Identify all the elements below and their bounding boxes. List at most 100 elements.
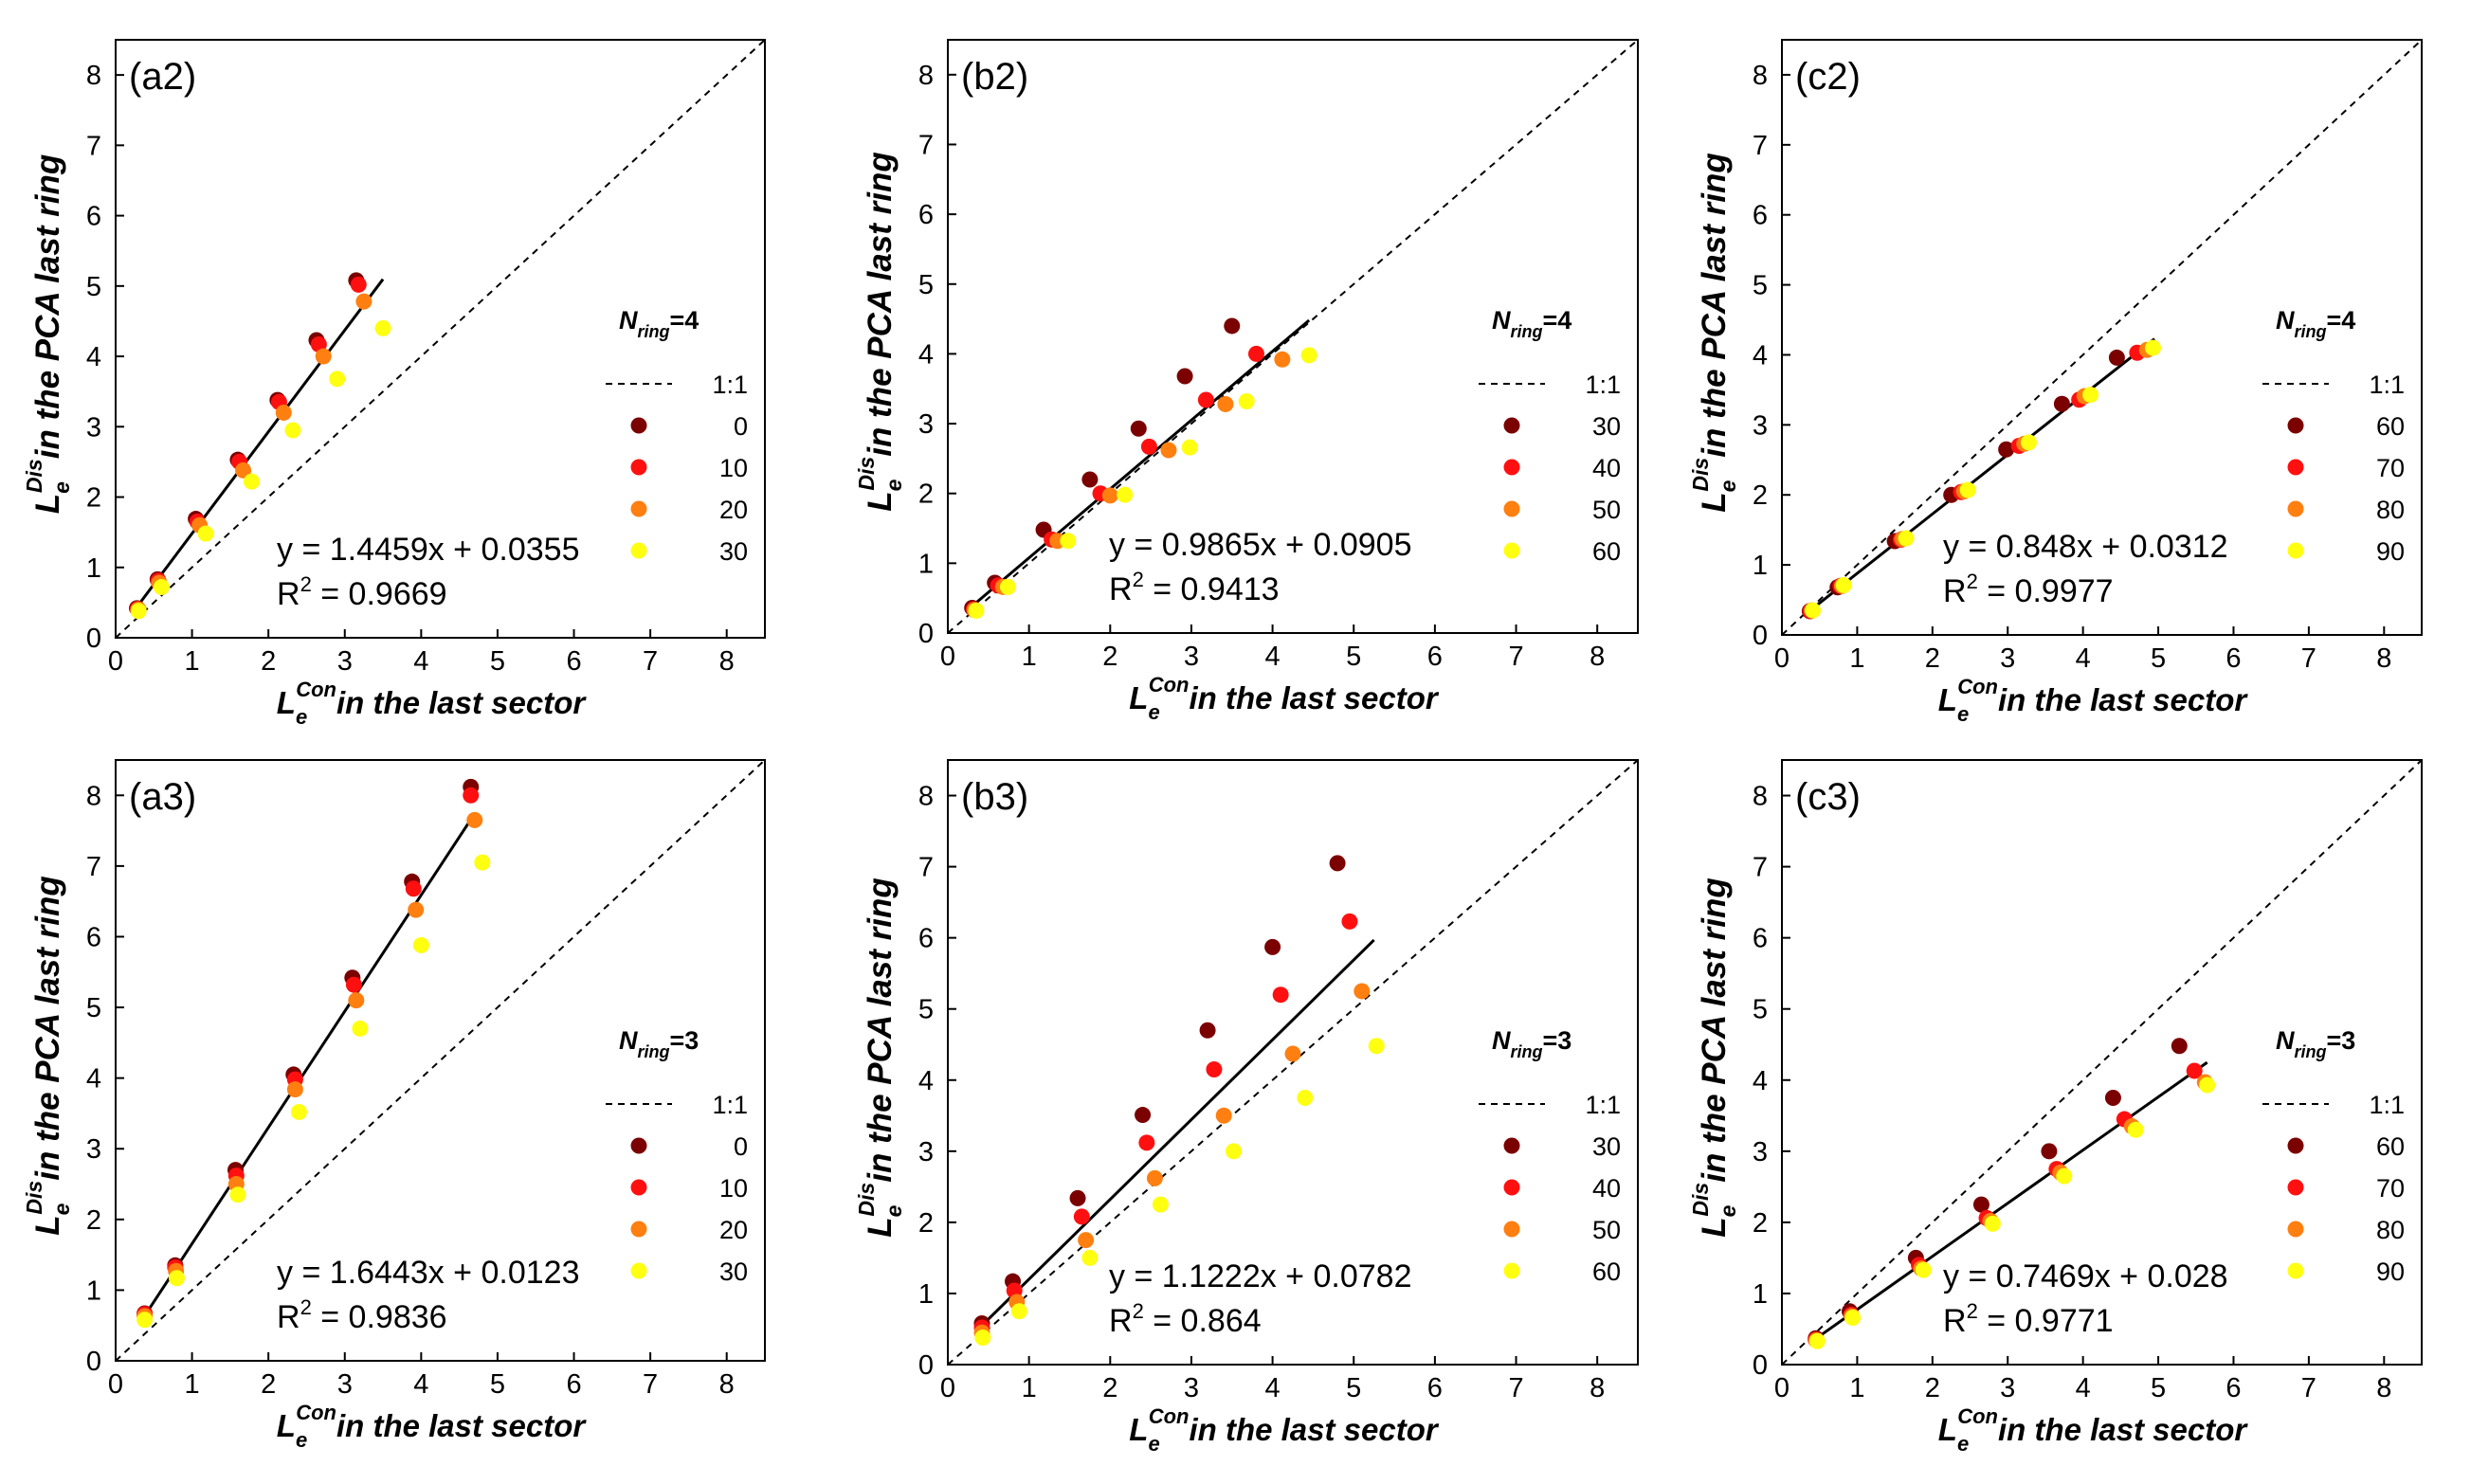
y-axis-text: in the PCA last ring	[29, 154, 66, 460]
legend-line-label: 1:1	[2369, 371, 2405, 399]
y-tick-label: 7	[1753, 853, 1768, 883]
legend-title-subscript: ring	[1511, 1042, 1543, 1061]
data-point-series-60	[1972, 1196, 1989, 1213]
legend-series-label: 30	[1592, 412, 1621, 441]
x-tick-label: 2	[261, 1369, 276, 1400]
y-tick-label: 1	[86, 553, 101, 584]
legend-title-symbol: N	[1492, 306, 1511, 335]
r-squared-symbol: R	[277, 576, 300, 612]
legend-swatch	[630, 542, 647, 559]
data-point-series-70	[2186, 1062, 2203, 1079]
legend-series-label: 20	[719, 496, 748, 524]
fit-line	[1813, 1060, 2208, 1342]
legend-series-label: 30	[719, 1258, 748, 1286]
panel-5: 0 1 2 3 4 5 6 7 8 0 1 2 3 4 5 6 7 8 (b3) Le Conin the last s…	[854, 759, 1639, 1456]
x-tick-label: 8	[2376, 1373, 2391, 1403]
data-point-series-20	[235, 461, 252, 479]
legend-swatch	[1503, 1262, 1520, 1279]
legend-swatch	[1503, 1137, 1520, 1154]
data-point-series-40	[1272, 986, 1289, 1004]
x-axis-label: Le Conin the last sector	[1129, 1404, 1440, 1456]
data-point-series-40	[1140, 438, 1157, 455]
plot-frame	[115, 39, 766, 639]
legend-title-symbol: N	[1492, 1026, 1511, 1055]
x-axis-text: in the last sector	[1998, 1412, 2248, 1447]
x-tick-label: 6	[2226, 1373, 2241, 1403]
data-point-series-30	[474, 854, 491, 871]
data-point-series-60	[2053, 395, 2070, 412]
legend-swatch	[2287, 500, 2304, 517]
y-axis-subscript: e	[49, 1203, 74, 1215]
legend-swatch	[630, 1262, 647, 1279]
data-point-series-60	[1225, 1143, 1242, 1160]
data-point-series-90	[1805, 602, 1822, 619]
data-point-series-20	[348, 992, 365, 1009]
y-tick-label: 0	[918, 619, 934, 649]
data-point-series-30	[352, 1020, 369, 1037]
legend-swatch	[630, 417, 647, 434]
y-tick-label: 7	[86, 131, 101, 161]
legend-swatch	[630, 459, 647, 476]
x-axis-symbol: L	[277, 685, 296, 720]
x-axis-symbol: L	[1938, 682, 1957, 717]
legend-series-label: 50	[1592, 496, 1621, 524]
data-point-series-30	[284, 422, 301, 439]
y-axis-subscript: e	[881, 1204, 906, 1217]
y-tick-label: 1	[918, 549, 934, 579]
y-tick-label: 0	[1753, 1350, 1768, 1381]
r-squared-symbol: R	[277, 1299, 300, 1335]
y-tick-label: 2	[918, 1208, 934, 1239]
data-point-series-60	[1368, 1038, 1385, 1055]
legend-title: Nring=3	[1492, 1026, 1572, 1061]
x-axis-symbol: L	[1938, 1412, 1957, 1447]
x-tick-label: 5	[490, 646, 505, 677]
legend-swatch	[2287, 1221, 2304, 1238]
legend-title: Nring=3	[619, 1026, 699, 1061]
data-point-series-90	[2199, 1077, 2216, 1094]
y-tick-label: 8	[918, 782, 934, 812]
x-tick-label: 3	[1184, 1373, 1199, 1403]
r-squared-superscript: 2	[300, 1295, 312, 1319]
x-tick-label: 7	[643, 646, 658, 677]
y-tick-label: 4	[86, 1064, 101, 1095]
legend-title-subscript: ring	[638, 322, 670, 341]
data-point-series-60	[1297, 1090, 1314, 1107]
y-tick-label: 3	[1753, 1137, 1768, 1167]
y-axis-symbol: L	[29, 494, 66, 514]
fit-line	[140, 812, 477, 1320]
data-point-series-10	[463, 787, 480, 804]
data-point-series-50	[1146, 1169, 1163, 1186]
legend-series-label: 80	[2376, 1216, 2405, 1244]
x-tick-label: 5	[1346, 642, 1361, 672]
x-axis-label: Le Conin the last sector	[277, 678, 588, 729]
x-tick-label: 0	[108, 1369, 123, 1400]
y-tick-label: 5	[918, 270, 934, 300]
legend-series-label: 20	[719, 1216, 748, 1244]
legend-series-label: 60	[1592, 1258, 1621, 1286]
data-point-series-60	[2104, 1090, 2121, 1107]
panel-label: (b3)	[961, 776, 1028, 818]
x-axis-text: in the last sector	[1998, 682, 2248, 717]
data-point-series-60	[1998, 441, 2015, 458]
x-axis-superscript: Con	[1149, 1404, 1190, 1428]
x-tick-label: 8	[719, 1369, 735, 1400]
panel-2: 0 1 2 3 4 5 6 7 8 0 1 2 3 4 5 6 7 8 (b2) Le Conin the last s…	[854, 39, 1639, 724]
r-squared-symbol: R	[1943, 1303, 1967, 1339]
legend-title-value: =3	[2327, 1026, 2356, 1055]
legend-swatch	[1503, 542, 1520, 559]
x-tick-label: 1	[1849, 1373, 1864, 1403]
legend-series-label: 70	[2376, 454, 2405, 482]
data-point-series-90	[1915, 1261, 1932, 1278]
x-tick-label: 1	[1022, 642, 1037, 672]
data-point-series-90	[1984, 1215, 2001, 1232]
legend-series-label: 90	[2376, 537, 2405, 566]
x-axis-symbol: L	[277, 1408, 296, 1443]
x-axis-subscript: e	[1957, 1432, 1969, 1456]
data-point-series-30	[130, 603, 147, 620]
data-point-series-60	[974, 1329, 991, 1346]
x-axis-label: Le Conin the last sector	[1938, 675, 2249, 726]
legend-title-symbol: N	[2276, 306, 2295, 335]
y-tick-label: 1	[1753, 1279, 1768, 1310]
panel-4: 0 1 2 3 4 5 6 7 8 0 1 2 3 4 5 6 7 8 (a3) Le Conin the last s…	[22, 759, 766, 1452]
x-tick-label: 0	[940, 642, 955, 672]
